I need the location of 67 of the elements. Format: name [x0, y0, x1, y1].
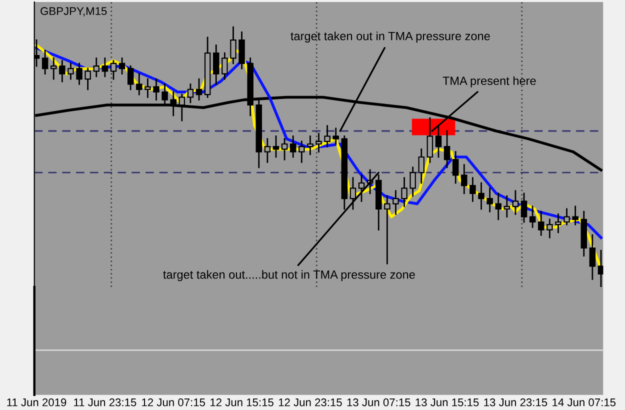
- candlestick: [76, 62, 82, 85]
- candlestick: [272, 136, 280, 158]
- candlestick: [42, 50, 48, 74]
- candlestick: [307, 136, 314, 156]
- candlestick: [187, 84, 194, 104]
- annotation: target taken out in TMA pressure zone: [290, 32, 490, 43]
- candlestick: [153, 78, 160, 100]
- candlestick: [84, 68, 91, 90]
- candlestick: [401, 177, 408, 208]
- candlestick: [102, 58, 108, 78]
- candlestick: [495, 192, 502, 220]
- candlestick: [50, 58, 57, 80]
- candlestick: [452, 151, 459, 184]
- x-tick-label: 12 Jun 15:15: [210, 398, 274, 406]
- candlestick: [127, 65, 134, 90]
- x-tick-label: 12 Jun 23:15: [278, 398, 342, 406]
- annotation: target taken out.....but not in TMA pressure zone: [163, 270, 415, 282]
- candlestick: [281, 138, 288, 160]
- candlestick: [196, 78, 202, 100]
- candlestick: [504, 195, 510, 218]
- annotation: TMA present here: [442, 76, 536, 88]
- candlestick: [350, 177, 356, 210]
- candlestick: [59, 60, 66, 82]
- candlestick: [572, 206, 578, 226]
- candlestick: [222, 52, 228, 80]
- x-tick-label: 14 Jun 07:15: [552, 398, 616, 406]
- candlestick: [512, 190, 519, 215]
- candlestick: [298, 140, 305, 163]
- x-tick-label: 13 Jun 07:15: [347, 398, 410, 406]
- candlestick: [520, 192, 528, 223]
- candlestick: [384, 195, 390, 264]
- candlestick: [68, 62, 74, 80]
- text: GBPJPY,M15: [40, 7, 107, 16]
- x-tick-label: 11 Jun 2019: [7, 398, 66, 406]
- candlestick: [470, 177, 476, 202]
- candlestick: [589, 234, 596, 280]
- candlestick: [136, 73, 142, 96]
- x-tick-label: 13 Jun 15:15: [416, 398, 479, 406]
- candlestick: [316, 132, 322, 152]
- candlestick: [546, 218, 553, 238]
- candlestick: [230, 26, 236, 64]
- candlestick: [478, 182, 484, 210]
- candlestick: [598, 250, 604, 287]
- candlestick: [93, 58, 100, 78]
- candlestick: [238, 32, 245, 70]
- candlestick: [529, 206, 536, 228]
- candlestick: [358, 174, 365, 202]
- candlestick: [264, 138, 271, 163]
- candlestick: [538, 210, 544, 236]
- x-tick-label: 11 Jun 23:15: [74, 398, 136, 406]
- candlestick: [324, 125, 330, 148]
- candlestick: [444, 130, 450, 168]
- candlestick: [110, 60, 117, 80]
- candlestick: [213, 44, 220, 85]
- candlestick: [555, 214, 562, 234]
- candlestick: [392, 190, 399, 215]
- candlestick: [418, 148, 424, 184]
- candlestick: [564, 208, 570, 226]
- candlestick: [144, 78, 151, 98]
- candlestick: [118, 58, 126, 74]
- candlestick: [290, 136, 296, 158]
- x-tick-label: 13 Jun 23:15: [484, 398, 548, 406]
- candlestick: [486, 188, 493, 212]
- candlestick: [332, 128, 339, 145]
- candlestick: [461, 164, 468, 194]
- x-tick-label: 12 Jun 07:15: [142, 398, 206, 406]
- candlestick: [410, 166, 416, 197]
